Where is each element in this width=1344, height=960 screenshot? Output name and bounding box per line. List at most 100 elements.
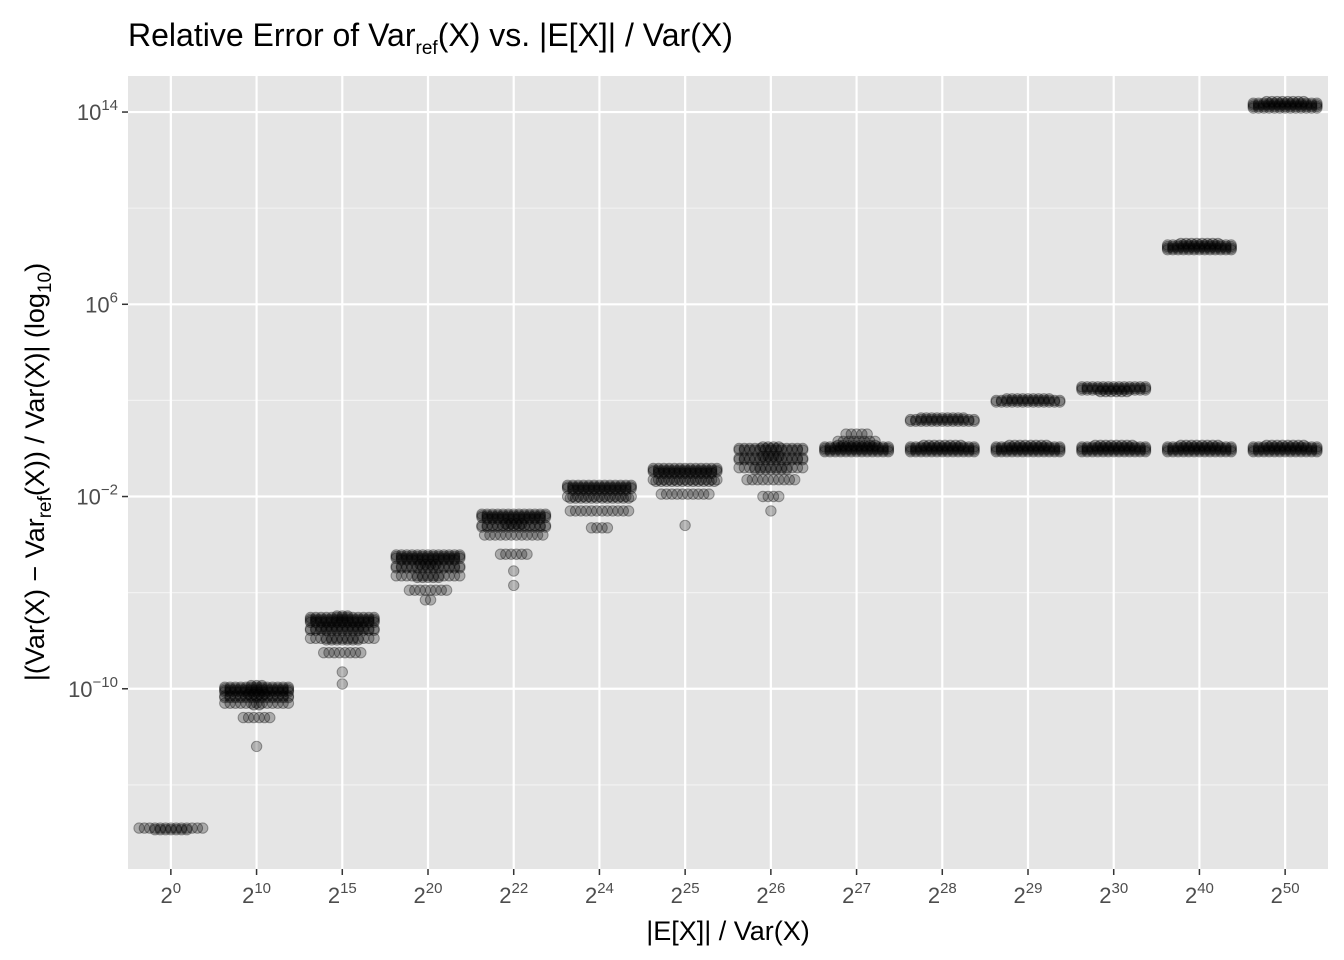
data-point xyxy=(315,616,327,628)
data-point xyxy=(336,632,348,644)
data-point xyxy=(1204,244,1216,256)
data-point xyxy=(1225,240,1237,253)
data-point xyxy=(1282,439,1294,451)
data-point xyxy=(315,624,327,636)
data-point xyxy=(1022,446,1034,458)
data-point xyxy=(282,686,295,698)
data-point xyxy=(1048,446,1061,458)
data-point xyxy=(690,466,702,478)
data-point xyxy=(368,632,380,644)
data-point xyxy=(650,475,662,487)
data-point xyxy=(245,697,258,709)
data-point xyxy=(1290,442,1302,455)
data-point xyxy=(791,442,804,455)
data-point xyxy=(1048,396,1061,408)
data-point xyxy=(523,510,536,522)
data-point xyxy=(256,686,268,698)
data-point xyxy=(824,444,836,456)
data-point xyxy=(277,697,289,709)
data-point xyxy=(1043,393,1055,405)
data-point xyxy=(1161,441,1174,453)
data-point xyxy=(352,623,364,635)
data-point xyxy=(390,549,402,561)
data-point xyxy=(347,616,359,628)
data-point xyxy=(1081,444,1093,456)
data-point xyxy=(266,681,279,693)
data-point xyxy=(995,444,1008,456)
data-point xyxy=(219,697,231,709)
data-point xyxy=(561,479,574,491)
data-point xyxy=(219,686,231,698)
data-point xyxy=(1199,442,1211,455)
data-point xyxy=(588,479,600,491)
data-point xyxy=(261,686,273,698)
data-point xyxy=(1113,446,1125,458)
data-point xyxy=(751,474,764,486)
data-point xyxy=(824,446,836,458)
data-point xyxy=(660,475,673,487)
data-point xyxy=(1290,102,1302,114)
data-point xyxy=(952,413,964,426)
y-axis-title: |(Var(X) − Varref(X)) / Var(X)| (log10) xyxy=(20,263,56,681)
data-point xyxy=(949,439,962,451)
data-point xyxy=(534,513,546,525)
data-point xyxy=(347,634,359,646)
data-point xyxy=(679,467,691,479)
data-point xyxy=(1290,99,1302,111)
data-point xyxy=(411,560,424,572)
data-point xyxy=(882,441,895,453)
data-point xyxy=(775,444,788,456)
data-point xyxy=(368,616,380,628)
data-point xyxy=(331,621,343,633)
data-point xyxy=(695,462,707,475)
data-point xyxy=(331,611,343,624)
data-point xyxy=(990,441,1002,453)
data-point xyxy=(840,441,852,453)
data-point xyxy=(363,624,375,636)
data-point xyxy=(494,529,507,541)
data-point xyxy=(363,615,375,627)
data-point xyxy=(261,684,273,697)
data-point xyxy=(1193,244,1206,256)
data-point xyxy=(1193,441,1206,453)
data-point xyxy=(326,615,338,627)
data-point xyxy=(1268,102,1281,114)
data-point xyxy=(448,560,461,572)
data-point xyxy=(1199,242,1211,254)
data-point xyxy=(819,444,831,456)
data-point xyxy=(1193,240,1206,253)
data-point xyxy=(1011,444,1024,456)
data-point xyxy=(138,822,151,834)
data-point xyxy=(920,441,933,453)
data-point xyxy=(272,691,284,704)
data-point xyxy=(622,492,635,504)
data-point xyxy=(877,442,889,455)
data-point xyxy=(326,634,338,646)
data-point xyxy=(443,552,455,564)
data-point xyxy=(1032,393,1045,405)
data-point xyxy=(692,488,705,500)
data-point xyxy=(395,562,408,574)
data-point xyxy=(660,488,673,500)
data-point xyxy=(1287,439,1299,451)
data-point xyxy=(518,519,530,532)
data-point xyxy=(1209,442,1222,455)
data-point xyxy=(315,632,327,644)
data-point xyxy=(513,513,525,525)
data-point xyxy=(534,521,546,533)
data-point xyxy=(448,554,461,566)
data-point xyxy=(1123,381,1136,393)
data-point xyxy=(931,444,943,456)
data-point xyxy=(1011,441,1024,453)
data-point xyxy=(690,464,702,476)
x-tick-label: 227 xyxy=(842,880,871,908)
data-point xyxy=(1193,242,1206,254)
data-point xyxy=(1022,444,1034,456)
data-point xyxy=(952,446,964,458)
data-point xyxy=(604,479,616,491)
data-point xyxy=(738,452,751,464)
data-point xyxy=(957,412,970,424)
data-point xyxy=(363,616,375,628)
data-point xyxy=(593,481,606,493)
data-point xyxy=(609,479,621,491)
